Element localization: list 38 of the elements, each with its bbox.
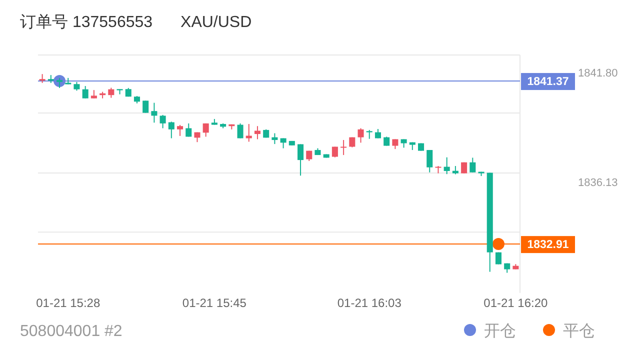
y-tick-label: 1836.13 (578, 177, 618, 189)
chart-subtitle: XAU/USD (180, 14, 252, 31)
candlestick (332, 146, 338, 158)
ref-line-label: 1841.37 (527, 76, 569, 88)
candlestick (186, 122, 192, 138)
candlestick (254, 126, 260, 140)
legend-label: 平仓 (563, 323, 595, 340)
x-tick-label: 01-21 16:03 (337, 296, 402, 310)
candlestick (151, 102, 158, 124)
candlestick (82, 86, 88, 99)
x-tick-label: 01-21 15:45 (182, 296, 247, 310)
candlestick (160, 114, 166, 129)
candlestick (374, 128, 381, 139)
x-tick-label: 01-21 15:28 (36, 296, 100, 310)
candlestick (168, 121, 174, 139)
candlestick (444, 156, 450, 175)
legend-label: 开仓 (484, 323, 516, 340)
candlestick (435, 166, 442, 174)
candlestick (202, 122, 209, 138)
chart-title: 订单号 137556553 (20, 13, 153, 31)
candlestick (272, 132, 278, 145)
text: 508004001 #2 (20, 323, 122, 340)
candlestick (237, 122, 244, 139)
candlestick (56, 77, 63, 88)
candlestick (392, 138, 398, 150)
x-tick-label: 01-21 16:20 (484, 296, 548, 310)
ref-line-label: 1832.91 (527, 239, 570, 252)
y-tick-label: 1841.80 (578, 68, 618, 80)
candlestick (426, 150, 433, 173)
candlestick (246, 123, 252, 142)
candlestick (470, 157, 476, 173)
candlestick (384, 136, 390, 146)
candlestick (108, 87, 114, 98)
candlestick (340, 139, 347, 156)
candlestick (177, 124, 184, 136)
candlestick (142, 100, 149, 114)
candlestick (358, 128, 364, 144)
candlestick (298, 144, 304, 176)
